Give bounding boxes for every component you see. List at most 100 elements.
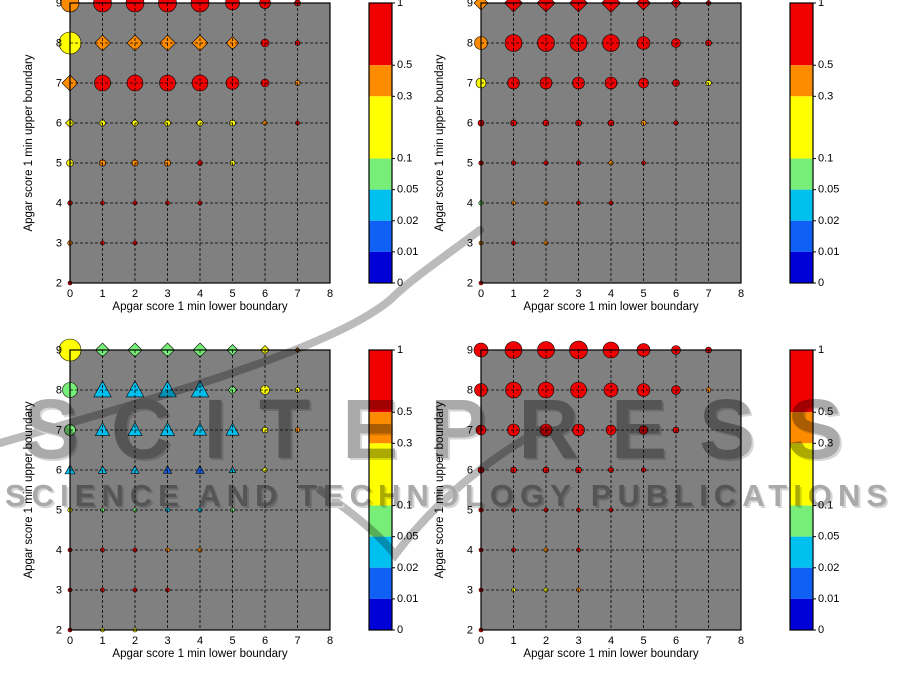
svg-text:0.3: 0.3 (818, 90, 833, 102)
svg-text:0.3: 0.3 (818, 437, 833, 449)
svg-text:8: 8 (327, 635, 333, 647)
svg-text:2: 2 (467, 278, 473, 290)
svg-text:0.05: 0.05 (818, 184, 839, 196)
svg-text:0.5: 0.5 (397, 59, 412, 71)
svg-text:1: 1 (510, 635, 516, 647)
svg-text:4: 4 (608, 288, 614, 300)
svg-text:8: 8 (467, 385, 473, 397)
svg-text:9: 9 (56, 345, 62, 357)
svg-text:7: 7 (294, 288, 300, 300)
svg-text:0.5: 0.5 (818, 406, 833, 418)
svg-text:5: 5 (56, 158, 62, 170)
svg-text:1: 1 (510, 288, 516, 300)
svg-text:5: 5 (467, 505, 473, 517)
svg-text:0.1: 0.1 (397, 500, 412, 512)
svg-text:0.1: 0.1 (818, 500, 833, 512)
svg-text:7: 7 (705, 635, 711, 647)
svg-text:0: 0 (478, 635, 484, 647)
svg-text:0.1: 0.1 (818, 153, 833, 165)
svg-text:3: 3 (467, 238, 473, 250)
svg-text:Apgar score 1 min lower bounda: Apgar score 1 min lower boundary (112, 648, 287, 660)
svg-text:8: 8 (327, 288, 333, 300)
svg-text:0: 0 (67, 635, 73, 647)
svg-text:6: 6 (673, 288, 679, 300)
svg-text:7: 7 (705, 288, 711, 300)
svg-text:7: 7 (56, 78, 62, 90)
svg-text:3: 3 (164, 288, 170, 300)
svg-text:0.02: 0.02 (818, 215, 839, 227)
svg-text:4: 4 (197, 635, 203, 647)
svg-text:0.05: 0.05 (818, 531, 839, 543)
svg-text:0.05: 0.05 (397, 184, 418, 196)
svg-text:8: 8 (467, 38, 473, 50)
svg-text:0.3: 0.3 (397, 437, 412, 449)
svg-text:0: 0 (818, 277, 824, 289)
svg-text:2: 2 (132, 288, 138, 300)
svg-text:5: 5 (467, 158, 473, 170)
svg-text:3: 3 (467, 585, 473, 597)
svg-text:9: 9 (467, 345, 473, 357)
svg-text:4: 4 (56, 545, 62, 557)
svg-text:0.1: 0.1 (397, 153, 412, 165)
svg-text:0.02: 0.02 (818, 562, 839, 574)
svg-text:0: 0 (397, 277, 403, 289)
svg-text:4: 4 (467, 545, 473, 557)
svg-text:1: 1 (99, 288, 105, 300)
svg-text:0.01: 0.01 (397, 593, 418, 605)
svg-text:8: 8 (56, 38, 62, 50)
svg-text:0.02: 0.02 (397, 215, 418, 227)
svg-text:3: 3 (575, 635, 581, 647)
svg-text:3: 3 (56, 238, 62, 250)
svg-text:5: 5 (56, 505, 62, 517)
svg-text:6: 6 (467, 118, 473, 130)
svg-text:Apgar score 1 min upper bounda: Apgar score 1 min upper boundary (23, 401, 35, 578)
svg-text:7: 7 (467, 78, 473, 90)
svg-text:4: 4 (56, 198, 62, 210)
svg-text:0.01: 0.01 (818, 246, 839, 258)
svg-text:9: 9 (56, 0, 62, 10)
svg-text:4: 4 (608, 635, 614, 647)
svg-text:0: 0 (478, 288, 484, 300)
svg-text:1: 1 (818, 344, 824, 356)
svg-text:3: 3 (164, 635, 170, 647)
svg-text:5: 5 (229, 288, 235, 300)
svg-text:5: 5 (229, 635, 235, 647)
svg-text:4: 4 (467, 198, 473, 210)
svg-text:Apgar score 1 min lower bounda: Apgar score 1 min lower boundary (523, 301, 698, 313)
svg-text:0.5: 0.5 (818, 59, 833, 71)
svg-text:1: 1 (397, 0, 403, 9)
svg-text:6: 6 (56, 465, 62, 477)
svg-text:4: 4 (197, 288, 203, 300)
svg-text:0: 0 (818, 624, 824, 636)
svg-text:7: 7 (294, 635, 300, 647)
svg-text:8: 8 (738, 635, 744, 647)
svg-text:8: 8 (56, 385, 62, 397)
svg-text:0: 0 (397, 624, 403, 636)
svg-text:Apgar score 1 min lower bounda: Apgar score 1 min lower boundary (523, 648, 698, 660)
svg-text:0.3: 0.3 (397, 90, 412, 102)
svg-text:2: 2 (56, 278, 62, 290)
svg-text:2: 2 (543, 288, 549, 300)
svg-text:1: 1 (397, 344, 403, 356)
svg-text:1: 1 (99, 635, 105, 647)
svg-text:Apgar score 1 min upper bounda: Apgar score 1 min upper boundary (434, 54, 446, 231)
svg-text:0.02: 0.02 (397, 562, 418, 574)
svg-text:6: 6 (467, 465, 473, 477)
svg-text:9: 9 (467, 0, 473, 10)
svg-text:8: 8 (738, 288, 744, 300)
svg-text:Apgar score 1 min lower bounda: Apgar score 1 min lower boundary (112, 301, 287, 313)
svg-text:7: 7 (56, 425, 62, 437)
svg-text:1: 1 (818, 0, 824, 9)
svg-text:6: 6 (56, 118, 62, 130)
svg-text:2: 2 (467, 625, 473, 637)
svg-text:0.05: 0.05 (397, 531, 418, 543)
svg-text:2: 2 (132, 635, 138, 647)
svg-text:6: 6 (262, 635, 268, 647)
svg-text:7: 7 (467, 425, 473, 437)
svg-text:Apgar score 1 min upper bounda: Apgar score 1 min upper boundary (434, 401, 446, 578)
svg-text:6: 6 (673, 635, 679, 647)
svg-text:6: 6 (262, 288, 268, 300)
svg-text:0.01: 0.01 (397, 246, 418, 258)
svg-text:3: 3 (575, 288, 581, 300)
svg-text:2: 2 (56, 625, 62, 637)
